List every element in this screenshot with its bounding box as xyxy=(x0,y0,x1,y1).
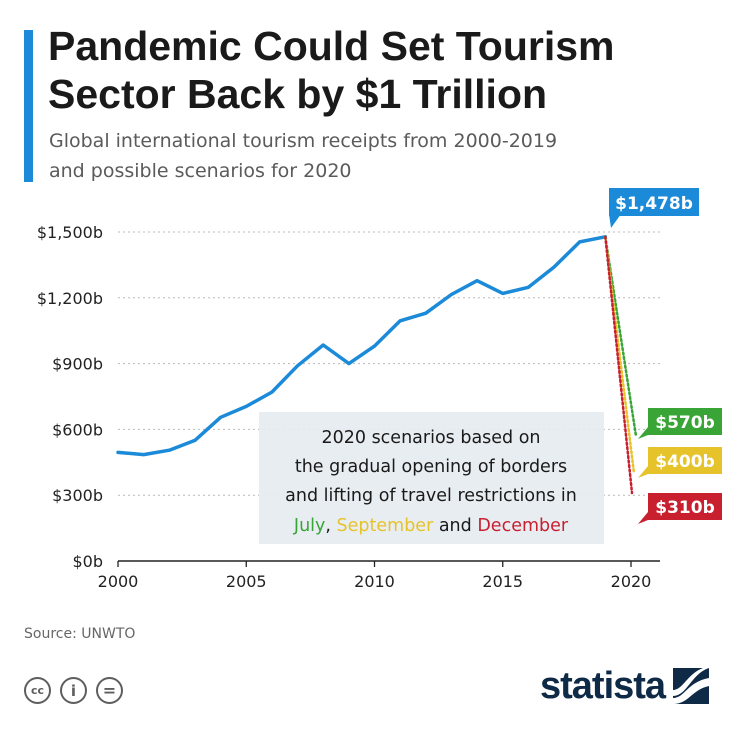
scenario-label-box xyxy=(648,408,722,435)
brand-wordmark: statista xyxy=(540,665,666,707)
scenario-value-label-september: $400b xyxy=(655,452,714,472)
scenario-line-december xyxy=(604,235,634,495)
scenario-line-july xyxy=(604,235,638,438)
attribution-icon[interactable]: i xyxy=(60,677,87,704)
y-tick-label: $300b xyxy=(52,486,103,505)
last-value-label: $1,478b xyxy=(615,194,693,214)
title-line-1: Pandemic Could Set Tourism xyxy=(48,23,615,69)
scenario-value-label-july: $570b xyxy=(655,413,714,433)
annotation-sep-1: , xyxy=(325,516,336,536)
line-chart: $0b $300b $600b $900b $1,200b $1,500b 2000 2005… xyxy=(37,188,722,591)
x-tick-label: 2005 xyxy=(226,572,267,591)
scenario-label-box xyxy=(648,447,722,474)
x-tick-label: 2020 xyxy=(611,572,652,591)
annotation-sep-2: and xyxy=(433,516,477,536)
y-tick-label: $1,500b xyxy=(37,223,103,242)
annotation-september: September xyxy=(337,516,435,536)
annotation-december: December xyxy=(477,516,569,536)
annotation-line-4: July, September and December xyxy=(293,516,569,536)
annotation-line-2: the gradual opening of borders xyxy=(295,457,567,477)
cc-icon[interactable]: cc xyxy=(24,677,51,704)
statista-brand[interactable]: statista xyxy=(540,665,710,707)
scenario-label-pointer xyxy=(638,512,648,524)
series-line xyxy=(116,235,608,457)
x-tick-label: 2015 xyxy=(482,572,523,591)
scenario-label-box xyxy=(648,493,722,520)
last-value-pointer xyxy=(609,214,621,228)
page-title: Pandemic Could Set Tourism Sector Back b… xyxy=(48,22,728,118)
subtitle-line-1: Global international tourism receipts fr… xyxy=(49,130,558,152)
x-tick-label: 2000 xyxy=(98,572,139,591)
source-note: Source: UNWTO xyxy=(24,626,136,642)
statista-logo-icon xyxy=(673,668,710,704)
scenario-value-label-december: $310b xyxy=(655,498,714,518)
annotation-line-3: and lifting of travel restrictions in xyxy=(285,486,577,506)
subtitle-line-2: and possible scenarios for 2020 xyxy=(49,160,352,182)
x-tick-label: 2010 xyxy=(354,572,395,591)
scenario-label-pointer xyxy=(638,466,648,478)
page-subtitle: Global international tourism receipts fr… xyxy=(49,126,699,186)
y-tick-label: $600b xyxy=(52,420,103,439)
title-line-2: Sector Back by $1 Trillion xyxy=(48,71,548,117)
y-tick-label: $0b xyxy=(72,552,103,571)
scenario-label-pointer xyxy=(638,427,648,439)
last-value-box xyxy=(609,188,699,216)
no-derivatives-icon[interactable]: = xyxy=(96,677,123,704)
license-icons: cc i = xyxy=(24,677,123,704)
annotation-july: July xyxy=(293,516,325,536)
annotation-line-1: 2020 scenarios based on xyxy=(321,428,540,448)
y-tick-label: $1,200b xyxy=(37,289,103,308)
annotation-box xyxy=(259,412,604,544)
y-tick-label: $900b xyxy=(52,355,103,374)
title-accent-bar xyxy=(24,30,33,182)
